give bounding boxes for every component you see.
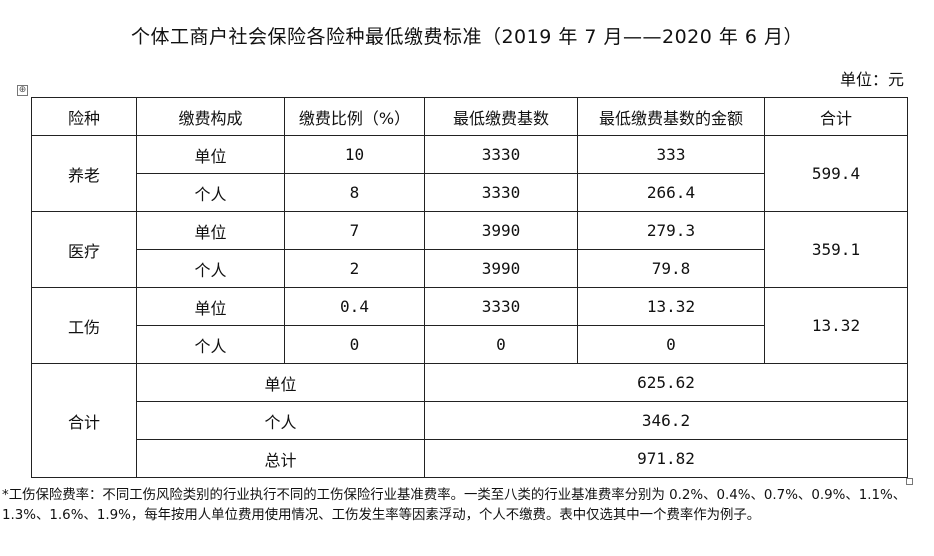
medical-total-cell: 359.1 [764, 211, 908, 288]
summary-sub-label: 单位 [136, 363, 425, 402]
amount-cell: 333 [577, 135, 765, 174]
injury-total-cell: 13.32 [764, 287, 908, 364]
amount-cell: 279.3 [577, 211, 765, 250]
medical-type-cell: 医疗 [31, 211, 137, 288]
rate-cell: 10 [284, 135, 425, 174]
rate-cell: 0 [284, 325, 425, 364]
pension-type-cell: 养老 [31, 135, 137, 212]
table-row: 个人 0 0 0 [32, 325, 908, 364]
header-insurance-type: 险种 [31, 97, 137, 136]
table-row: 个人 2 3990 79.8 [32, 249, 908, 288]
component-cell: 单位 [136, 211, 285, 250]
summary-sub-label: 个人 [136, 401, 425, 440]
component-cell: 个人 [136, 173, 285, 212]
base-cell: 3330 [424, 173, 578, 212]
header-component: 缴费构成 [136, 97, 285, 136]
pension-total-cell: 599.4 [764, 135, 908, 212]
table-row: 工伤 单位 0.4 3330 13.32 13.32 [31, 287, 908, 364]
summary-row: 合计 单位 625.62 [31, 363, 908, 478]
base-cell: 3330 [424, 287, 578, 326]
amount-cell: 266.4 [577, 173, 765, 212]
rate-cell: 8 [284, 173, 425, 212]
component-cell: 个人 [136, 325, 285, 364]
base-cell: 3990 [424, 211, 578, 250]
rate-cell: 2 [284, 249, 425, 288]
footnote: *工伤保险费率：不同工伤风险类别的行业执行不同的工伤保险行业基准费率。一类至八类… [2, 488, 907, 523]
table-resize-handle[interactable] [906, 478, 913, 485]
injury-type-cell: 工伤 [31, 287, 137, 364]
header-amount: 最低缴费基数的金额 [577, 97, 765, 136]
contribution-table: 险种 缴费构成 缴费比例（%） 最低缴费基数 最低缴费基数的金额 合计 养老 单… [31, 97, 908, 478]
component-cell: 个人 [136, 249, 285, 288]
base-cell: 3990 [424, 249, 578, 288]
amount-cell: 0 [577, 325, 765, 364]
header-rate: 缴费比例（%） [284, 97, 425, 136]
amount-cell: 79.8 [577, 249, 765, 288]
summary-sub-label: 总计 [136, 439, 425, 478]
summary-value: 971.82 [424, 439, 908, 478]
unit-label: 单位：元 [839, 70, 904, 89]
header-base: 最低缴费基数 [424, 97, 578, 136]
component-cell: 单位 [136, 135, 285, 174]
base-cell: 3330 [424, 135, 578, 174]
header-total: 合计 [764, 97, 908, 136]
summary-row: 个人 346.2 [32, 401, 908, 440]
summary-label-cell: 合计 [31, 363, 137, 478]
table-move-handle-icon[interactable]: ⊕ [17, 85, 28, 96]
rate-cell: 7 [284, 211, 425, 250]
table-row: 医疗 单位 7 3990 279.3 359.1 [31, 211, 908, 288]
page-title: 个体工商户社会保险各险种最低缴费标准（2019 年 7 月——2020 年 6 … [130, 26, 804, 48]
summary-value: 346.2 [424, 401, 908, 440]
header-row: 险种 缴费构成 缴费比例（%） 最低缴费基数 最低缴费基数的金额 合计 [31, 97, 908, 136]
table-row: 养老 单位 10 3330 333 599.4 [31, 135, 908, 212]
rate-cell: 0.4 [284, 287, 425, 326]
summary-value: 625.62 [424, 363, 908, 402]
base-cell: 0 [424, 325, 578, 364]
summary-row: 总计 971.82 [32, 439, 908, 478]
component-cell: 单位 [136, 287, 285, 326]
amount-cell: 13.32 [577, 287, 765, 326]
